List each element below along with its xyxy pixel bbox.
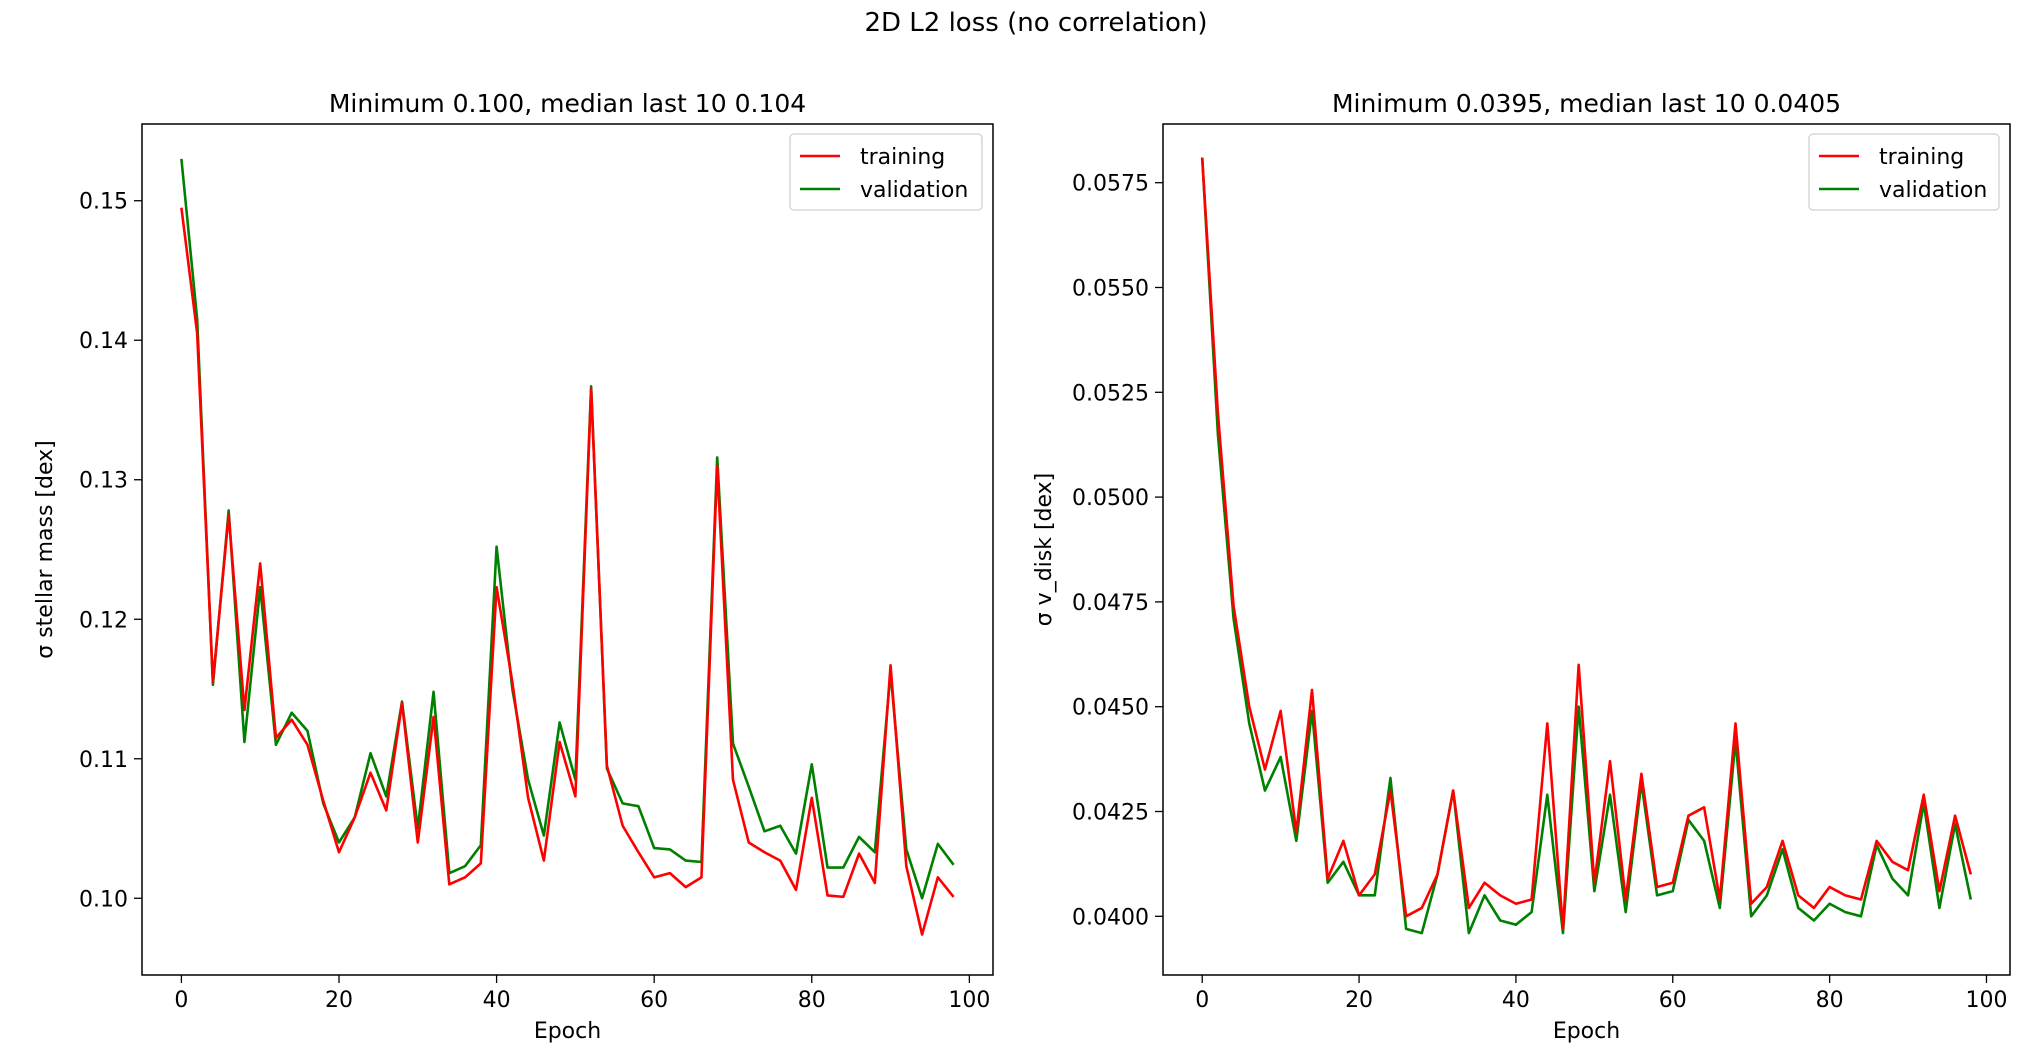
y-axis-label: σ v_disk [dex] — [1032, 473, 1057, 627]
series-line-training — [1200, 157, 1973, 931]
figure-suptitle: 2D L2 loss (no correlation) — [864, 8, 1207, 38]
x-tick-label: 0 — [1195, 988, 1209, 1013]
x-tick-label: 20 — [325, 988, 353, 1013]
legend-box — [789, 133, 983, 211]
x-tick-label: 0 — [174, 988, 188, 1013]
chart-panel-1: Minimum 0.100, median last 10 0.104 0 20 40… — [33, 89, 994, 1044]
legend-label-validation: validation — [860, 178, 968, 203]
series-group — [1200, 157, 1973, 935]
axes-frame — [1162, 123, 2011, 976]
y-tick-label: 0.13 — [79, 469, 128, 494]
y-tick-label: 0.15 — [79, 190, 128, 215]
legend-label-validation: validation — [1879, 178, 1987, 203]
x-tick-label: 100 — [948, 988, 990, 1013]
y-tick-label: 0.11 — [79, 748, 128, 773]
legend-box — [1808, 133, 2000, 211]
x-tick-label: 40 — [483, 988, 511, 1013]
x-tick-label: 80 — [1816, 988, 1844, 1013]
y-tick-label: 0.0475 — [1072, 591, 1149, 616]
chart-title: Minimum 0.0395, median last 10 0.0405 — [1332, 89, 1841, 118]
legend-label-training: training — [1879, 145, 1964, 170]
x-tick-label: 80 — [798, 988, 826, 1013]
y-tick-label: 0.0450 — [1072, 696, 1149, 721]
legend-label-training: training — [860, 145, 945, 170]
chart-title: Minimum 0.100, median last 10 0.104 — [329, 89, 806, 118]
x-tick-label: 40 — [1502, 988, 1530, 1013]
y-tick-label: 0.10 — [79, 887, 128, 912]
y-tick-label: 0.12 — [79, 608, 128, 633]
x-tick-label: 60 — [1659, 988, 1687, 1013]
y-tick-label: 0.0425 — [1072, 801, 1149, 826]
y-tick-label: 0.0500 — [1072, 486, 1149, 511]
y-tick-label: 0.0525 — [1072, 381, 1149, 406]
x-tick-label: 20 — [1345, 988, 1373, 1013]
series-line-training — [180, 207, 955, 936]
y-axis-label: σ stellar mass [dex] — [33, 440, 58, 658]
series-group — [180, 158, 955, 936]
axes-frame — [141, 123, 994, 976]
series-line-validation — [1200, 157, 1973, 935]
x-tick-label: 60 — [640, 988, 668, 1013]
legend: training validation — [789, 133, 983, 211]
y-tick-label: 0.0400 — [1072, 905, 1149, 930]
chart-panel-2: Minimum 0.0395, median last 10 0.0405 0 20… — [1032, 89, 2011, 1044]
series-line-validation — [180, 158, 955, 900]
x-axis-label: Epoch — [534, 1019, 601, 1044]
legend: training validation — [1808, 133, 2000, 211]
y-tick-label: 0.0575 — [1072, 172, 1149, 197]
x-tick-label: 100 — [1965, 988, 2007, 1013]
y-tick-label: 0.0550 — [1072, 276, 1149, 301]
y-tick-label: 0.14 — [79, 329, 128, 354]
x-axis-label: Epoch — [1553, 1019, 1620, 1044]
